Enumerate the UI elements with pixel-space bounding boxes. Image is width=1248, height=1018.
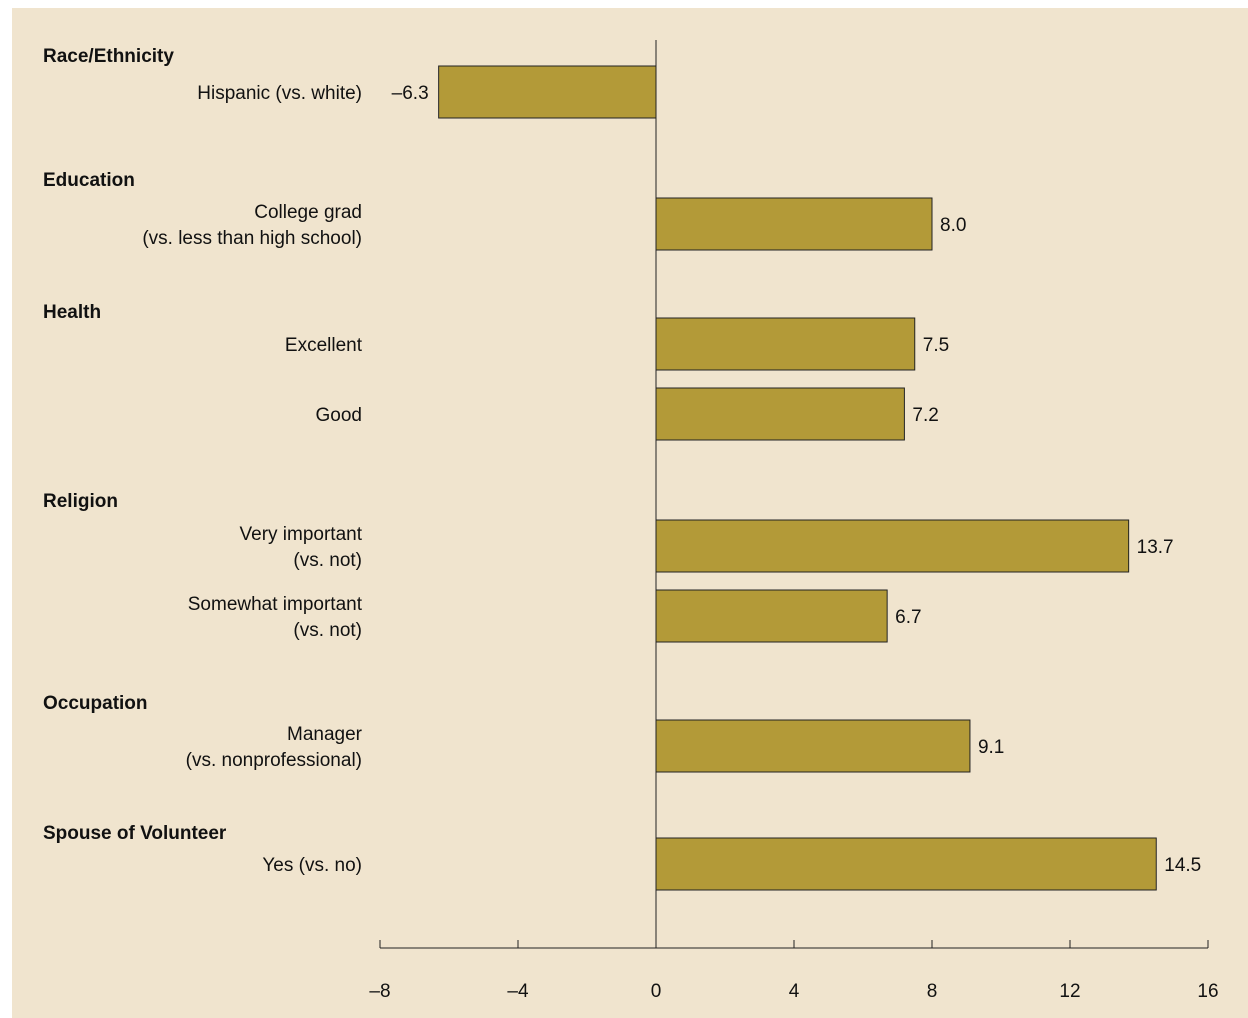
category-label: (vs. not) bbox=[293, 620, 362, 641]
value-label: –6.3 bbox=[392, 83, 429, 104]
value-label: 13.7 bbox=[1137, 537, 1174, 558]
value-label: 6.7 bbox=[895, 607, 921, 628]
group-title: Race/Ethnicity bbox=[43, 46, 174, 67]
x-tick-label: 8 bbox=[927, 981, 938, 1002]
x-tick-label: 0 bbox=[651, 981, 662, 1002]
value-label: 14.5 bbox=[1164, 855, 1201, 876]
category-label: Good bbox=[316, 405, 362, 426]
bar bbox=[655, 197, 933, 251]
group-title: Spouse of Volunteer bbox=[43, 823, 227, 844]
category-label: College grad bbox=[254, 202, 362, 223]
x-tick-label: 12 bbox=[1059, 981, 1080, 1002]
group-title: Religion bbox=[43, 491, 118, 512]
bar bbox=[655, 719, 971, 773]
group-title: Occupation bbox=[43, 693, 148, 714]
value-label: 7.5 bbox=[923, 335, 949, 356]
bar bbox=[655, 387, 905, 441]
chart-panel: Race/Ethnicity Hispanic (vs. white) –6.3 Ed… bbox=[12, 8, 1248, 1018]
x-tick-label: 16 bbox=[1197, 981, 1218, 1002]
x-tick-label: 4 bbox=[789, 981, 800, 1002]
bar-chart: Race/Ethnicity Hispanic (vs. white) –6.3 Ed… bbox=[43, 40, 1219, 1002]
value-label: 7.2 bbox=[912, 405, 938, 426]
value-label: 9.1 bbox=[978, 737, 1004, 758]
value-label: 8.0 bbox=[940, 215, 966, 236]
x-tick-label: –4 bbox=[507, 981, 529, 1002]
bar bbox=[438, 65, 657, 119]
category-label: Very important bbox=[240, 524, 363, 545]
bar bbox=[655, 317, 916, 371]
category-label: (vs. less than high school) bbox=[142, 228, 362, 249]
category-label: Manager bbox=[287, 724, 363, 745]
bar bbox=[655, 519, 1130, 573]
category-label: Excellent bbox=[285, 335, 363, 356]
bar bbox=[655, 837, 1157, 891]
category-label: (vs. not) bbox=[293, 550, 362, 571]
category-label: Hispanic (vs. white) bbox=[197, 83, 362, 104]
category-label: Somewhat important bbox=[188, 594, 363, 615]
group-title: Health bbox=[43, 302, 101, 323]
category-label: Yes (vs. no) bbox=[262, 855, 362, 876]
category-label: (vs. nonprofessional) bbox=[186, 750, 362, 771]
group-title: Education bbox=[43, 170, 135, 191]
bar bbox=[655, 589, 888, 643]
x-tick-label: –8 bbox=[369, 981, 390, 1002]
